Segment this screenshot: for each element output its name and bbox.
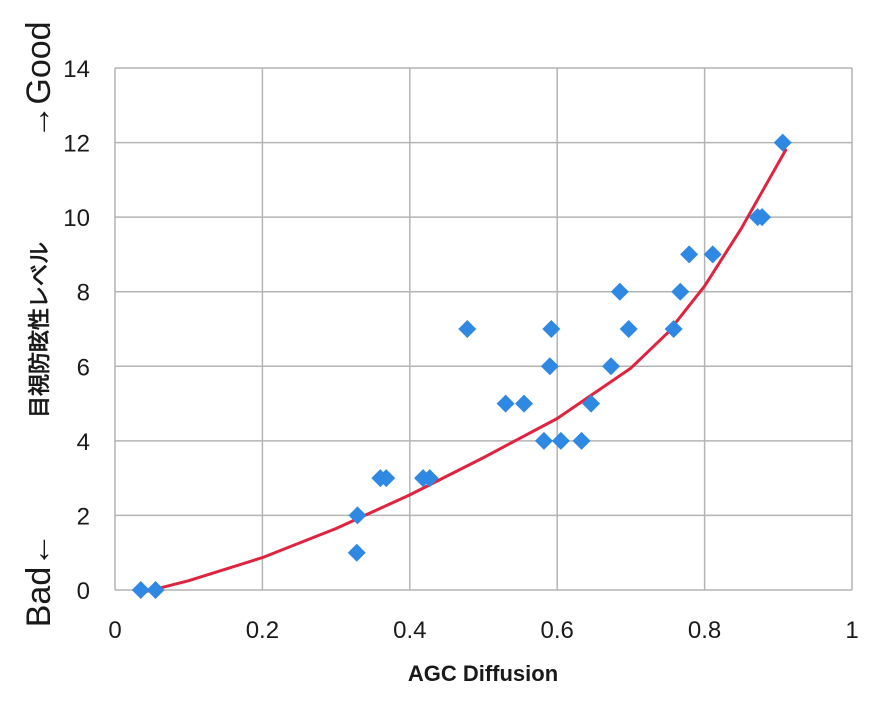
data-point [573, 432, 591, 450]
data-point [541, 357, 559, 375]
data-point [774, 134, 792, 152]
gridlines [115, 68, 852, 590]
data-point [552, 432, 570, 450]
data-point [620, 320, 638, 338]
y-tick-label: 14 [63, 56, 90, 83]
y-tick-label: 10 [63, 205, 90, 232]
data-point [515, 395, 533, 413]
x-tick-label: 0.6 [541, 617, 574, 644]
y-tick-label: 6 [77, 354, 90, 381]
y-tick-label: 8 [77, 280, 90, 307]
y-axis-title: 目視防眩性レベル [27, 242, 52, 418]
trendline [145, 150, 786, 592]
bad-annotation: Bad← [20, 533, 58, 628]
y-tick-label: 2 [77, 503, 90, 530]
x-tick-label: 0.4 [393, 617, 426, 644]
data-point [458, 320, 476, 338]
data-point [665, 320, 683, 338]
x-tick-label: 0.2 [246, 617, 279, 644]
x-tick-label: 0 [108, 617, 121, 644]
good-annotation: →Good [20, 21, 58, 138]
data-point [497, 395, 515, 413]
y-tick-label: 0 [77, 578, 90, 605]
data-point [535, 432, 553, 450]
data-point [582, 395, 600, 413]
y-tick-label: 12 [63, 131, 90, 158]
x-tick-label: 0.8 [688, 617, 721, 644]
data-point [602, 357, 620, 375]
x-tick-label: 1 [845, 617, 858, 644]
data-point [671, 283, 689, 301]
x-axis-title: AGC Diffusion [408, 661, 558, 686]
data-point [680, 245, 698, 263]
y-tick-label: 4 [77, 429, 90, 456]
data-point [611, 283, 629, 301]
data-point [348, 544, 366, 562]
data-point [147, 581, 165, 599]
